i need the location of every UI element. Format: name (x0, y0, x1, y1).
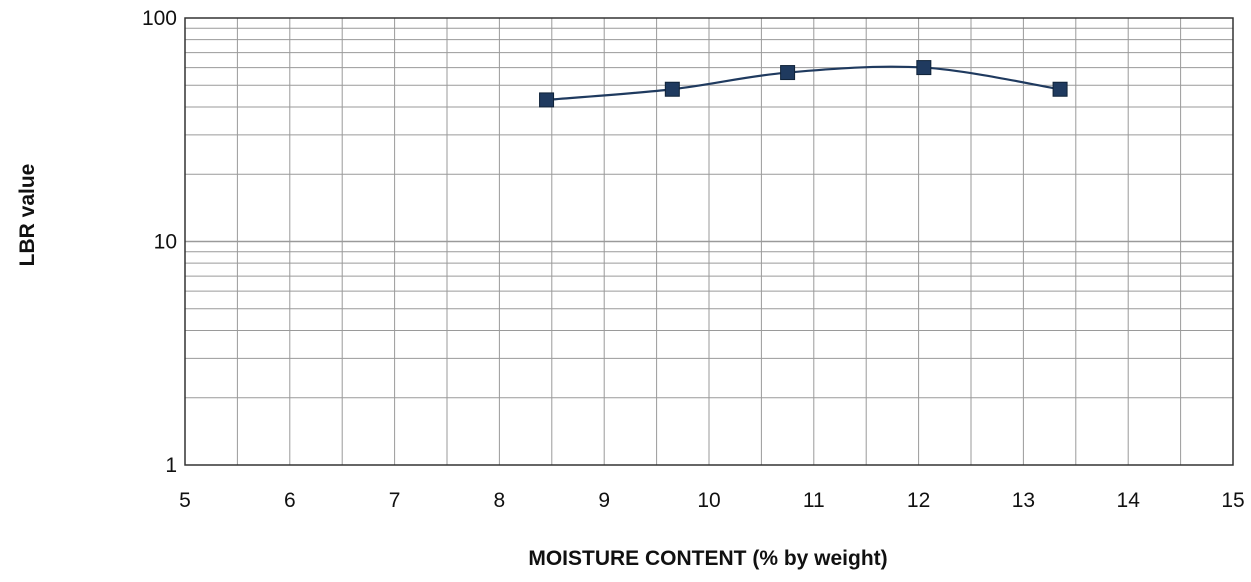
x-tick-label: 6 (284, 489, 296, 512)
y-tick-label: 1 (165, 454, 177, 477)
x-tick-label: 14 (1117, 489, 1141, 512)
series-line (546, 65, 1061, 102)
x-tick-label: 10 (697, 489, 720, 512)
y-tick-label: 10 (154, 231, 177, 254)
data-point-marker (664, 81, 680, 97)
x-tick-label: 13 (1012, 489, 1035, 512)
y-axis-title: LBR value (16, 164, 39, 267)
x-tick-label: 8 (494, 489, 506, 512)
grid-layer (185, 18, 1233, 465)
plot-frame (184, 17, 1234, 466)
x-axis-title: MOISTURE CONTENT (% by weight) (528, 547, 887, 570)
x-tick-label: 7 (389, 489, 401, 512)
data-point-marker (539, 92, 555, 108)
x-tick-label: 11 (803, 489, 825, 512)
data-point-marker (780, 65, 796, 81)
axis-layer (184, 17, 1234, 466)
data-point-marker (916, 60, 932, 76)
data-point-marker (1052, 81, 1068, 97)
tick-labels: 5 6 7 8 9 10 11 12 13 14 15 1 10 100 (142, 7, 1245, 512)
y-tick-label: 100 (142, 7, 177, 30)
x-tick-label: 15 (1221, 489, 1244, 512)
x-tick-label: 5 (179, 489, 191, 512)
x-tick-label: 12 (907, 489, 930, 512)
x-tick-label: 9 (598, 489, 610, 512)
series-layer (539, 60, 1068, 108)
